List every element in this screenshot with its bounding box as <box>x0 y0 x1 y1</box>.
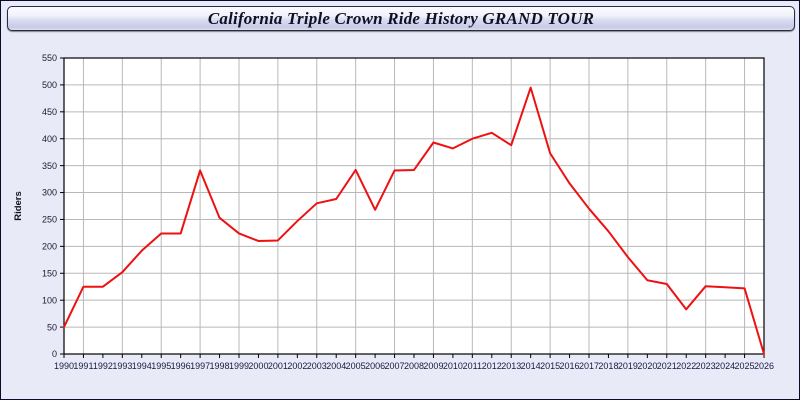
svg-text:1999: 1999 <box>229 361 249 371</box>
svg-text:2010: 2010 <box>443 361 463 371</box>
svg-text:2003: 2003 <box>307 361 327 371</box>
svg-text:2011: 2011 <box>463 361 482 371</box>
y-axis-ticks: 0 50 100 150 200 250 300 350 400 450 500 550 <box>42 53 64 359</box>
svg-text:2008: 2008 <box>404 361 424 371</box>
svg-text:2009: 2009 <box>423 361 443 371</box>
svg-text:2014: 2014 <box>521 361 541 371</box>
svg-text:2018: 2018 <box>598 361 618 371</box>
svg-text:2012: 2012 <box>482 361 502 371</box>
svg-text:550: 550 <box>42 53 57 63</box>
svg-text:2016: 2016 <box>560 361 580 371</box>
svg-text:200: 200 <box>42 242 57 252</box>
svg-text:1998: 1998 <box>210 361 230 371</box>
svg-text:500: 500 <box>42 80 57 90</box>
svg-text:1996: 1996 <box>171 361 191 371</box>
svg-text:2020: 2020 <box>637 361 657 371</box>
svg-text:100: 100 <box>42 295 57 305</box>
svg-text:2021: 2021 <box>657 361 677 371</box>
svg-text:2001: 2001 <box>268 361 288 371</box>
svg-text:2024: 2024 <box>715 361 735 371</box>
svg-text:2022: 2022 <box>676 361 696 371</box>
window-title-bar: California Triple Crown Ride History GRA… <box>7 6 795 31</box>
svg-text:150: 150 <box>42 268 57 278</box>
svg-text:2002: 2002 <box>287 361 307 371</box>
svg-text:250: 250 <box>42 215 57 225</box>
chart-area: 0 50 100 150 200 250 300 350 400 450 500 550 1990 19… <box>1 33 799 399</box>
svg-text:2019: 2019 <box>618 361 638 371</box>
svg-text:300: 300 <box>42 188 57 198</box>
svg-text:1993: 1993 <box>112 361 132 371</box>
svg-text:1997: 1997 <box>190 361 210 371</box>
x-axis-ticks: 1990 1991 1992 1993 1994 1995 1996 1997 1998 1999… <box>54 354 774 371</box>
svg-text:450: 450 <box>42 107 57 117</box>
y-axis-title: Riders <box>13 191 24 221</box>
svg-text:2007: 2007 <box>385 361 405 371</box>
svg-text:2006: 2006 <box>365 361 385 371</box>
svg-text:1992: 1992 <box>93 361 113 371</box>
svg-text:1994: 1994 <box>132 361 152 371</box>
svg-text:2004: 2004 <box>326 361 346 371</box>
svg-text:2025: 2025 <box>735 361 755 371</box>
svg-text:2015: 2015 <box>540 361 560 371</box>
svg-text:350: 350 <box>42 161 57 171</box>
data-series-riders <box>63 86 765 355</box>
svg-text:2017: 2017 <box>579 361 599 371</box>
svg-text:Riders: Riders <box>13 191 24 221</box>
svg-text:50: 50 <box>47 322 57 332</box>
grid-lines <box>64 58 764 354</box>
svg-text:1995: 1995 <box>151 361 171 371</box>
page-title: California Triple Crown Ride History GRA… <box>207 8 595 28</box>
svg-text:2000: 2000 <box>248 361 268 371</box>
svg-text:400: 400 <box>42 134 57 144</box>
svg-text:2013: 2013 <box>501 361 521 371</box>
svg-text:0: 0 <box>52 349 57 359</box>
svg-text:1991: 1991 <box>73 361 93 371</box>
svg-text:2026: 2026 <box>754 361 774 371</box>
svg-text:2023: 2023 <box>696 361 716 371</box>
svg-text:1990: 1990 <box>54 361 74 371</box>
svg-text:2005: 2005 <box>346 361 366 371</box>
